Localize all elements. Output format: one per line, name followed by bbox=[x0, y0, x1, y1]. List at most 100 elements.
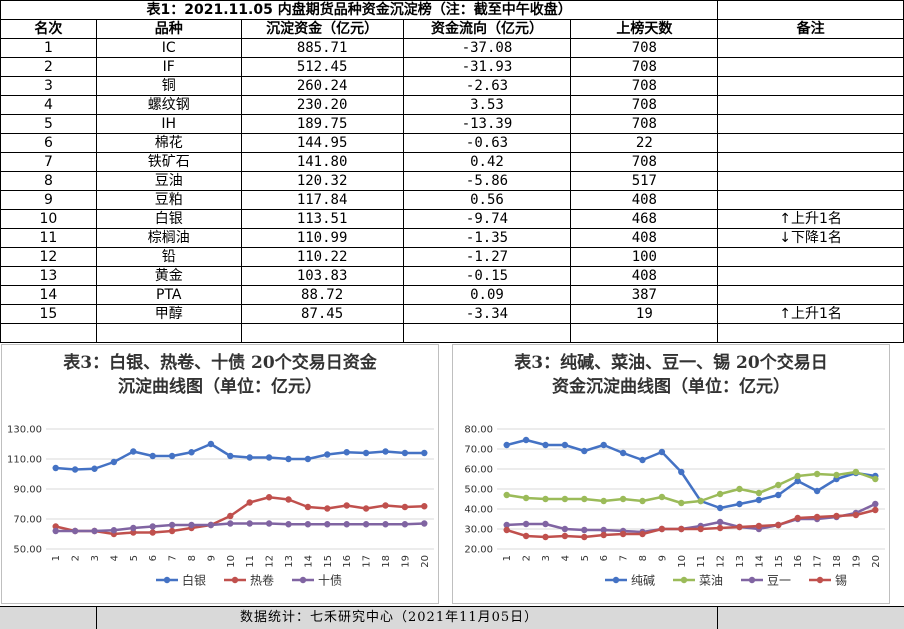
rank-cell: 4 bbox=[0, 95, 97, 115]
data-point bbox=[736, 500, 743, 508]
x-tick-label: 2 bbox=[522, 555, 533, 561]
data-point bbox=[522, 532, 530, 540]
legend-swatch-marker bbox=[299, 576, 307, 584]
capital-cell: 117.84 bbox=[240, 190, 404, 210]
remark-cell bbox=[717, 133, 904, 153]
capital-cell: 260.24 bbox=[240, 76, 404, 96]
data-point bbox=[697, 525, 704, 533]
table-title-row: 表1：2021.11.05 内盘期货品种资金沉淀榜（注：截至中午收盘） bbox=[0, 0, 904, 20]
data-point bbox=[503, 491, 510, 499]
days-cell: 408 bbox=[570, 190, 719, 210]
rank-cell: 7 bbox=[0, 152, 97, 172]
data-point bbox=[503, 441, 510, 449]
flow-cell: -37.08 bbox=[402, 38, 572, 58]
y-tick-label: 110.00 bbox=[7, 455, 42, 466]
y-tick-label: 70.00 bbox=[13, 515, 42, 526]
data-point bbox=[697, 497, 704, 505]
data-point bbox=[227, 512, 234, 520]
data-point bbox=[110, 458, 118, 466]
data-point bbox=[600, 531, 607, 539]
legend-label: 白银 bbox=[182, 573, 206, 588]
data-point bbox=[678, 499, 685, 507]
variety-cell: IH bbox=[95, 114, 242, 134]
y-tick-label: 80.00 bbox=[464, 425, 493, 436]
data-point bbox=[619, 449, 627, 457]
flow-cell: -9.74 bbox=[402, 209, 572, 229]
title-blank-cell bbox=[717, 0, 904, 20]
data-point bbox=[794, 477, 801, 485]
days-cell: 100 bbox=[570, 247, 719, 267]
data-point bbox=[285, 455, 292, 463]
table-row: 7 铁矿石 141.80 0.42 708 bbox=[0, 152, 904, 172]
data-point bbox=[401, 503, 409, 511]
data-point bbox=[285, 496, 292, 503]
legend-swatch-marker bbox=[231, 576, 239, 584]
data-point bbox=[324, 505, 331, 512]
empty-cell bbox=[0, 323, 97, 343]
x-tick-label: 3 bbox=[90, 555, 101, 561]
data-point bbox=[813, 513, 821, 521]
flow-cell: -3.34 bbox=[402, 304, 572, 324]
data-point bbox=[71, 466, 79, 473]
x-tick-label: 12 bbox=[265, 555, 276, 568]
data-point bbox=[324, 521, 331, 528]
data-point bbox=[149, 523, 156, 530]
x-tick-label: 3 bbox=[541, 555, 552, 561]
data-point bbox=[658, 493, 666, 501]
capital-cell: 103.83 bbox=[240, 266, 404, 286]
data-point bbox=[522, 494, 530, 502]
days-cell: 19 bbox=[570, 304, 719, 324]
data-point bbox=[619, 495, 627, 503]
capital-cell: 230.20 bbox=[240, 95, 404, 115]
flow-cell: -1.27 bbox=[402, 247, 572, 267]
flow-cell: -31.93 bbox=[402, 57, 572, 77]
x-tick-label: 18 bbox=[381, 555, 392, 568]
data-point bbox=[716, 504, 724, 512]
rank-cell: 6 bbox=[0, 133, 97, 153]
chart-right-title-line1: 表3：纯碱、菜油、豆一、锡 20个交易日 bbox=[514, 353, 828, 373]
rank-cell: 1 bbox=[0, 38, 97, 58]
data-point bbox=[775, 491, 782, 499]
variety-cell: 螺纹钢 bbox=[95, 95, 242, 115]
days-cell: 708 bbox=[570, 76, 719, 96]
data-point bbox=[91, 527, 98, 535]
table-row: 14 PTA 88.72 0.09 387 bbox=[0, 285, 904, 305]
x-tick-label: 5 bbox=[580, 555, 591, 561]
variety-cell: 豆粕 bbox=[95, 190, 242, 210]
data-point bbox=[755, 522, 763, 530]
data-point bbox=[503, 521, 510, 529]
data-point bbox=[149, 529, 156, 536]
x-tick-label: 17 bbox=[362, 555, 373, 568]
remark-cell: ↑上升1名 bbox=[717, 304, 904, 324]
x-tick-label: 11 bbox=[245, 555, 256, 568]
data-point bbox=[600, 441, 607, 449]
variety-cell: IC bbox=[95, 38, 242, 58]
series-line-2 bbox=[55, 496, 425, 536]
variety-cell: 甲醇 bbox=[95, 304, 242, 324]
series-line-4 bbox=[506, 508, 876, 539]
data-point bbox=[561, 441, 569, 449]
data-point bbox=[246, 499, 253, 506]
data-point bbox=[52, 527, 59, 535]
capital-cell: 88.72 bbox=[240, 285, 404, 305]
data-point bbox=[833, 512, 840, 520]
data-point bbox=[362, 449, 370, 457]
data-point bbox=[522, 436, 530, 444]
capital-cell: 189.75 bbox=[240, 114, 404, 134]
x-tick-label: 18 bbox=[832, 555, 843, 568]
data-point bbox=[542, 441, 549, 449]
y-tick-label: 40.00 bbox=[464, 505, 493, 516]
variety-cell: 铜 bbox=[95, 76, 242, 96]
data-point bbox=[304, 503, 312, 511]
data-point bbox=[71, 527, 79, 535]
data-point bbox=[581, 533, 588, 541]
x-tick-label: 6 bbox=[599, 555, 610, 561]
x-tick-label: 15 bbox=[323, 555, 334, 568]
table-row: 9 豆粕 117.84 0.56 408 bbox=[0, 190, 904, 210]
days-cell: 708 bbox=[570, 152, 719, 172]
x-tick-label: 14 bbox=[754, 555, 765, 568]
data-point bbox=[246, 454, 253, 461]
header-rank: 名次 bbox=[0, 19, 97, 39]
x-tick-label: 9 bbox=[206, 555, 217, 561]
footer-separator bbox=[717, 607, 718, 629]
